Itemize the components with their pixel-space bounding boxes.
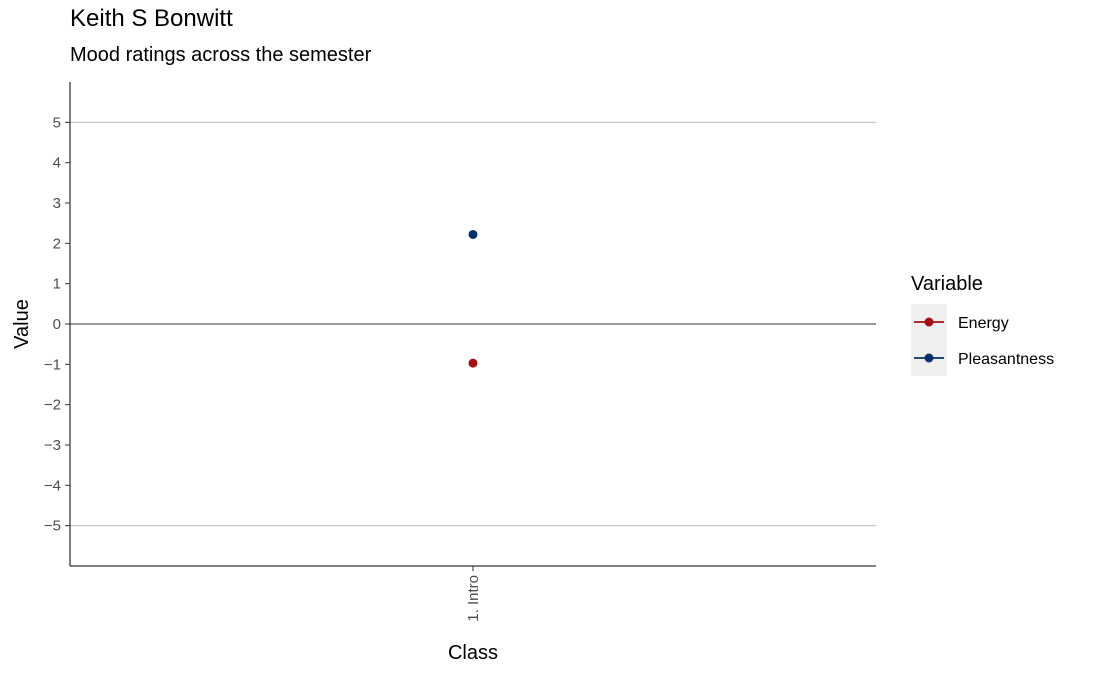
legend-title: Variable bbox=[911, 273, 983, 295]
y-tick-label: −4 bbox=[44, 477, 61, 494]
y-tick-label: −3 bbox=[44, 437, 61, 454]
x-axis-ticks: 1. Intro bbox=[465, 566, 482, 622]
x-tick-label: 1. Intro bbox=[465, 575, 482, 622]
y-tick-label: 3 bbox=[53, 195, 61, 212]
y-tick-label: −2 bbox=[44, 397, 61, 414]
y-tick-label: 1 bbox=[53, 276, 61, 293]
data-point-energy bbox=[468, 358, 478, 368]
reference-lines bbox=[70, 121, 876, 527]
chart-title: Keith S Bonwitt bbox=[70, 5, 233, 32]
x-axis-title: Class bbox=[448, 642, 498, 664]
y-axis-ticks: 5 4 3 2 1 0 −1 −2 −3 −4 −5 bbox=[44, 114, 70, 535]
legend-label-pleasantness: Pleasantness bbox=[958, 351, 1054, 368]
legend-key-point bbox=[924, 317, 934, 327]
y-tick-label: −5 bbox=[44, 518, 61, 535]
legend: Variable Energy Pleasantness bbox=[911, 273, 1054, 376]
chart-subtitle: Mood ratings across the semester bbox=[70, 44, 372, 66]
data-points bbox=[468, 229, 478, 368]
y-axis-title: Value bbox=[11, 299, 33, 349]
data-point-pleasantness bbox=[468, 229, 478, 239]
y-tick-label: 0 bbox=[53, 316, 61, 333]
y-tick-label: 2 bbox=[53, 235, 61, 252]
y-tick-label: −1 bbox=[44, 356, 61, 373]
legend-key-point bbox=[924, 353, 934, 363]
y-tick-label: 4 bbox=[53, 155, 61, 172]
legend-label-energy: Energy bbox=[958, 315, 1009, 332]
y-tick-label: 5 bbox=[53, 114, 61, 131]
